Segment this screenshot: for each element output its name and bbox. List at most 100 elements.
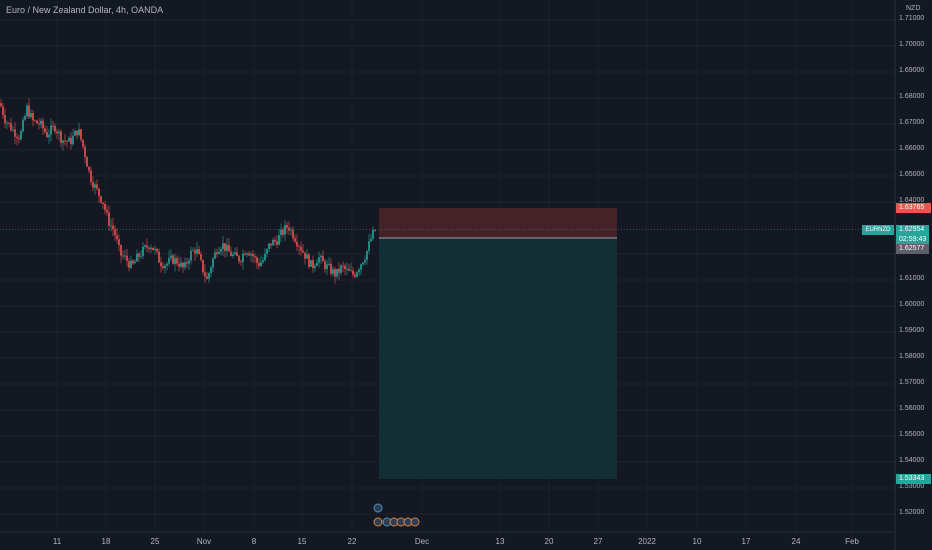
- candle-body: [296, 241, 298, 247]
- candle-body: [38, 123, 40, 125]
- candle-body: [150, 247, 152, 249]
- candle-body: [360, 264, 362, 270]
- candle-body: [340, 265, 342, 273]
- stop-loss-zone[interactable]: [379, 208, 617, 238]
- candle-body: [44, 128, 46, 132]
- candle-body: [342, 265, 344, 267]
- candle-body: [142, 246, 144, 257]
- event-marker-icon[interactable]: [410, 517, 420, 527]
- candle-body: [280, 229, 282, 236]
- candle-body: [238, 256, 240, 262]
- candle-body: [116, 235, 118, 240]
- candle-body: [338, 268, 340, 273]
- candle-body: [358, 269, 360, 273]
- candle-body: [294, 238, 296, 242]
- time-axis-label: Feb: [845, 537, 859, 546]
- candle-body: [176, 258, 178, 264]
- candle-body: [166, 263, 168, 266]
- candle-body: [66, 141, 68, 142]
- candle-body: [354, 274, 356, 277]
- candle-body: [284, 225, 286, 235]
- time-axis-label: 8: [251, 537, 257, 546]
- candle-body: [210, 267, 212, 274]
- candle-body: [192, 250, 194, 252]
- candle-body: [34, 120, 36, 122]
- price-axis-label: 1.58000: [899, 353, 925, 360]
- candle-body: [30, 113, 32, 118]
- candle-body: [118, 239, 120, 246]
- candle-body: [134, 261, 136, 264]
- symbol-tag: EURNZD: [862, 225, 894, 235]
- time-axis-label: 15: [297, 537, 307, 546]
- candle-body: [328, 263, 330, 265]
- candle-body: [322, 255, 324, 262]
- candle-body: [308, 254, 310, 267]
- candle-body: [0, 103, 2, 107]
- candle-body: [14, 129, 16, 137]
- candle-body: [300, 247, 302, 251]
- candle-body: [58, 131, 60, 134]
- candle-body: [106, 209, 108, 213]
- price-axis-label: 1.69000: [899, 67, 925, 74]
- candle-body: [90, 170, 92, 183]
- candle-body: [356, 272, 358, 277]
- candle-body: [174, 258, 176, 264]
- time-axis-label: 13: [495, 537, 505, 546]
- candle-body: [216, 252, 218, 254]
- take-profit-zone[interactable]: [379, 238, 617, 479]
- candle-body: [324, 261, 326, 270]
- candle-body: [138, 253, 140, 257]
- candle-body: [254, 256, 256, 258]
- price-axis-label: 1.64000: [899, 197, 925, 204]
- current-price-value: 1.62954: [899, 226, 925, 233]
- candle-body: [180, 262, 182, 267]
- price-axis-label: 1.60000: [899, 301, 925, 308]
- candle-body: [230, 251, 232, 256]
- candle-body: [16, 136, 18, 139]
- candle-body: [250, 254, 252, 256]
- candle-body: [108, 212, 110, 226]
- take-profit-tag: 1.53343: [896, 474, 931, 484]
- candle-body: [212, 258, 214, 268]
- candle-body: [86, 157, 88, 167]
- candle-body: [172, 255, 174, 264]
- candle-body: [286, 225, 288, 228]
- candle-body: [22, 119, 24, 132]
- candle-body: [292, 229, 294, 239]
- candle-body: [334, 269, 336, 277]
- candle-body: [270, 243, 272, 246]
- candle-body: [236, 252, 238, 257]
- candle-body: [178, 263, 180, 267]
- candle-body: [140, 256, 142, 257]
- candle-body: [126, 255, 128, 262]
- candle-body: [306, 254, 308, 259]
- candle-body: [190, 250, 192, 261]
- candle-body: [362, 262, 364, 265]
- candle-body: [170, 255, 172, 258]
- price-axis-label: 1.54000: [899, 457, 925, 464]
- candle-body: [72, 135, 74, 145]
- price-axis-label: 1.57000: [899, 379, 925, 386]
- candle-body: [222, 243, 224, 249]
- candle-body: [312, 260, 314, 269]
- candle-body: [226, 244, 228, 251]
- candle-body: [234, 252, 236, 255]
- candle-body: [364, 259, 366, 263]
- candle-body: [232, 254, 234, 256]
- candle-body: [124, 255, 126, 257]
- candle-body: [350, 270, 352, 272]
- candle-body: [262, 260, 264, 263]
- price-axis-label: 1.52000: [899, 509, 925, 516]
- event-markers[interactable]: [373, 503, 420, 527]
- event-marker-icon[interactable]: [373, 503, 383, 513]
- symbol-title: Euro / New Zealand Dollar, 4h, OANDA: [6, 5, 164, 15]
- price-axis-label: 1.68000: [899, 93, 925, 100]
- candle-body: [282, 229, 284, 235]
- candle-body: [242, 253, 244, 263]
- candle-body: [78, 129, 80, 136]
- candle-body: [12, 129, 14, 131]
- event-marker-icon[interactable]: [373, 517, 383, 527]
- candle-body: [162, 266, 164, 268]
- candle-body: [346, 268, 348, 270]
